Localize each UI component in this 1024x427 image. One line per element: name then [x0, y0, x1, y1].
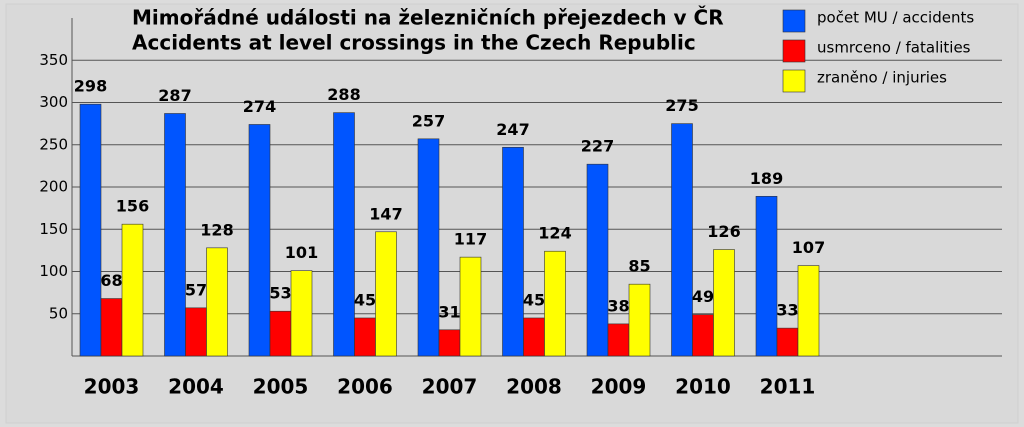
bar: [269, 310, 292, 357]
bar: [121, 223, 144, 357]
x-tick-label: 2011: [760, 375, 816, 399]
value-label: 57: [185, 280, 207, 299]
x-tick-label: 2009: [591, 375, 647, 399]
value-label: 274: [243, 97, 276, 116]
bar: [333, 112, 355, 357]
value-label: 49: [692, 287, 714, 306]
bar: [544, 250, 566, 357]
chart-title: Mimořádné události na železničních přeje…: [132, 6, 724, 30]
bar: [586, 163, 609, 357]
value-label: 107: [792, 238, 825, 257]
bar: [755, 195, 778, 357]
x-tick-label: 2008: [506, 375, 562, 399]
value-label: 298: [74, 77, 107, 96]
value-label: 227: [581, 137, 614, 156]
value-label: 38: [607, 296, 629, 315]
bar: [523, 317, 545, 357]
value-label: 45: [354, 290, 376, 309]
value-label: 128: [200, 220, 233, 239]
x-tick-label: 2010: [675, 375, 731, 399]
legend-swatch: [782, 69, 806, 93]
x-tick-label: 2006: [337, 375, 393, 399]
value-label: 275: [665, 96, 698, 115]
bar: [206, 247, 228, 357]
value-label: 189: [750, 169, 783, 188]
bar: [354, 317, 376, 357]
x-tick-label: 2003: [84, 375, 140, 399]
y-tick-label: 300: [39, 93, 68, 111]
value-label: 33: [776, 301, 798, 320]
value-label: 45: [523, 290, 545, 309]
value-label: 247: [496, 120, 529, 139]
value-label: 31: [438, 302, 460, 321]
bar: [776, 327, 799, 357]
bar: [607, 323, 630, 357]
legend-label: usmrceno / fatalities: [817, 39, 971, 57]
bar: [375, 231, 397, 357]
bar: [671, 123, 693, 357]
x-tick-label: 2004: [168, 375, 224, 399]
x-tick-label: 2005: [253, 375, 309, 399]
bar: [438, 329, 461, 357]
bar: [290, 270, 313, 357]
y-tick-label: 100: [39, 262, 68, 280]
y-tick-label: 150: [39, 220, 68, 238]
bar: [79, 103, 102, 357]
bar: [502, 146, 524, 357]
value-label: 117: [454, 230, 487, 249]
value-label: 287: [158, 86, 191, 105]
y-tick-label: 50: [49, 304, 68, 322]
bar: [100, 298, 123, 357]
legend-label: počet MU / accidents: [817, 9, 974, 27]
value-label: 288: [327, 85, 360, 104]
legend-swatch: [782, 9, 806, 33]
bar: [797, 265, 820, 357]
value-label: 124: [538, 224, 571, 243]
legend-swatch: [782, 39, 806, 63]
bar: [628, 283, 651, 357]
bar: [417, 138, 440, 357]
y-tick-label: 350: [39, 51, 68, 69]
value-label: 85: [628, 257, 650, 276]
y-tick-label: 250: [39, 135, 68, 153]
bar: [164, 113, 186, 357]
value-label: 257: [412, 111, 445, 130]
x-tick-label: 2007: [422, 375, 478, 399]
value-label: 126: [707, 222, 740, 241]
bar: [248, 124, 271, 357]
value-label: 101: [285, 243, 318, 262]
y-tick-label: 200: [39, 178, 68, 196]
legend-label: zraněno / injuries: [817, 69, 947, 87]
bar: [713, 249, 735, 357]
value-label: 156: [116, 197, 149, 216]
bar: [692, 314, 714, 357]
bar: [185, 307, 207, 357]
value-label: 147: [369, 204, 402, 223]
chart-subtitle: Accidents at level crossings in the Czec…: [132, 31, 696, 55]
value-label: 68: [100, 271, 122, 290]
value-label: 53: [269, 284, 291, 303]
bar: [459, 256, 482, 357]
